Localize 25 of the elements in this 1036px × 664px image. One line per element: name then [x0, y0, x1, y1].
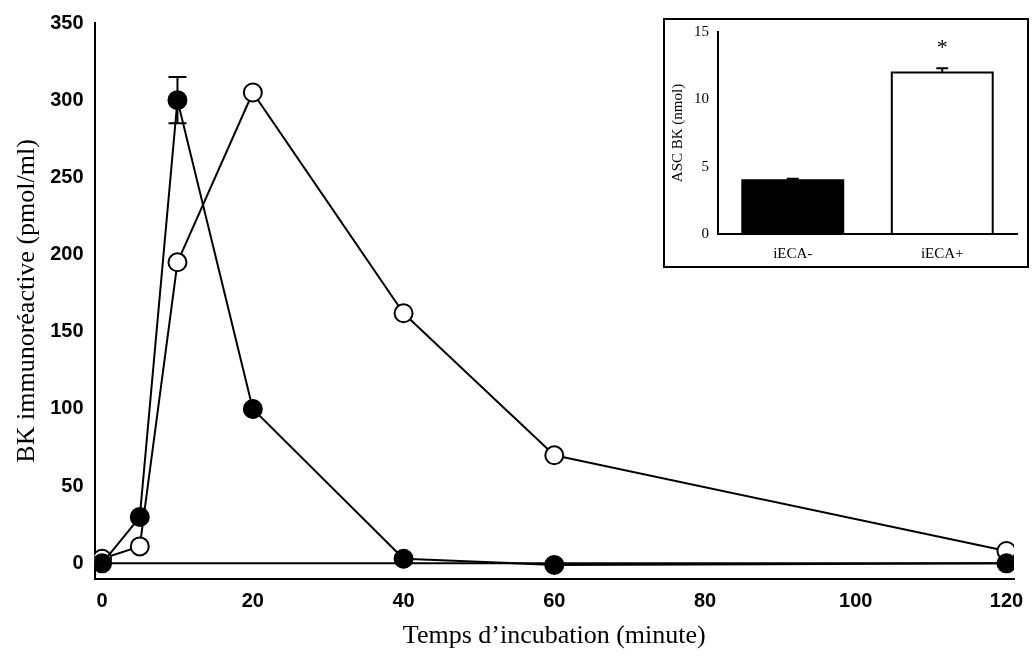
y-tick-label: 10 — [694, 90, 709, 107]
x-tick-label: 40 — [392, 589, 415, 612]
y-tick-label: 200 — [50, 242, 84, 265]
y-tick-label: 300 — [50, 87, 84, 110]
y-tick-label: 5 — [701, 157, 709, 174]
x-tick-label: iECA- — [773, 244, 813, 261]
y-tick-label: 250 — [50, 164, 84, 187]
x-axis-title: Temps d’incubation (minute) — [402, 620, 706, 650]
x-tick-label: iECA+ — [920, 244, 964, 261]
x-tick-label: 0 — [96, 589, 108, 612]
y-tick-label: 0 — [701, 224, 709, 241]
y-tick-label: 50 — [61, 473, 84, 496]
y-tick-label: 150 — [50, 319, 84, 342]
y-tick-label: 15 — [694, 22, 709, 39]
x-tick-label: 100 — [839, 589, 873, 612]
x-tick-label: 60 — [543, 589, 566, 612]
annotation: * — [936, 34, 948, 60]
y-tick-label: 0 — [72, 550, 84, 573]
y-tick-label: 100 — [50, 396, 84, 419]
x-tick-label: 120 — [989, 589, 1024, 612]
y-tick-label: 350 — [50, 10, 84, 33]
y-axis-title: BK immunoréactive (pmol/ml) — [11, 139, 41, 463]
x-tick-label: 20 — [241, 589, 264, 612]
x-tick-label: 80 — [693, 589, 717, 612]
y-axis-title: ASC BK (nmol) — [668, 83, 686, 183]
